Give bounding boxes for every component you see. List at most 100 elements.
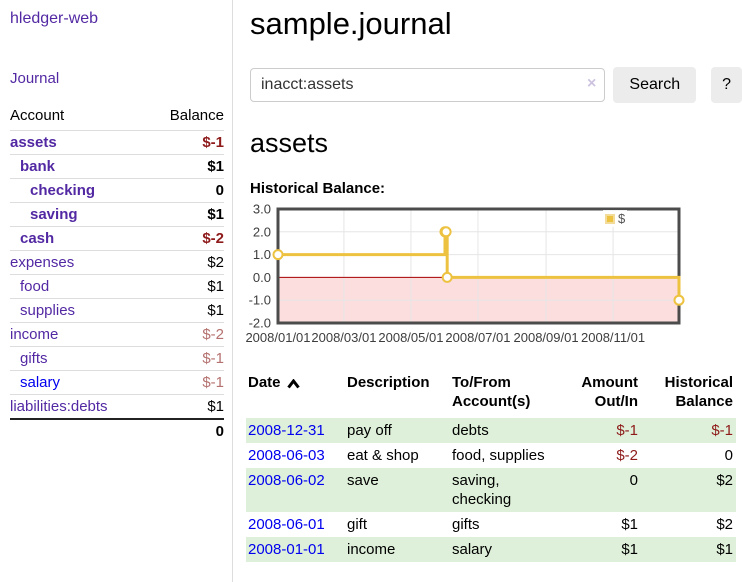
account-row: food $1: [10, 274, 224, 298]
transaction-accounts-cell: gifts: [452, 516, 480, 533]
account-row: liabilities:debts $1: [10, 394, 224, 418]
transaction-row: 2008-06-01 gift gifts $1 $2: [246, 512, 736, 537]
account-balance: $1: [207, 278, 224, 295]
help-button[interactable]: ?: [711, 67, 742, 103]
x-axis-tick-label: 2008/01/01: [245, 330, 310, 345]
chart-data-point: [440, 226, 452, 238]
account-balance: $1: [207, 206, 224, 223]
transaction-amount-cell: $1: [621, 516, 638, 533]
register-header-accounts: To/From Account(s): [452, 374, 531, 410]
account-balance: $-2: [202, 326, 224, 343]
register-header-description: Description: [347, 374, 430, 391]
transaction-date-link[interactable]: 2008-06-03: [248, 447, 325, 464]
register-header-amount: Amount Out/In: [581, 374, 638, 410]
account-balance: $-1: [202, 350, 224, 367]
app-title-link[interactable]: hledger-web: [10, 10, 99, 27]
account-row: bank $1: [10, 154, 224, 178]
account-row: salary $-1: [10, 370, 224, 394]
y-axis-tick-label: -2.0: [249, 316, 271, 331]
register-header-balance: Historical Balance: [664, 374, 733, 410]
register-table: Date Description To/From Account(s) Amou…: [246, 371, 736, 562]
search-row: × Search ?: [250, 67, 742, 103]
chart-legend: $: [603, 210, 628, 227]
legend-label: $: [618, 211, 626, 226]
accounts-total-row: 0: [10, 418, 224, 443]
transaction-date-cell: 2008-12-31: [246, 418, 345, 443]
transaction-date-cell: 2008-06-01: [246, 512, 345, 537]
transaction-date-link[interactable]: 2008-12-31: [248, 422, 325, 439]
account-row: assets $-1: [10, 130, 224, 154]
account-link-food[interactable]: food: [20, 278, 50, 295]
account-balance: $1: [207, 302, 224, 319]
transaction-row: 2008-01-01 income salary $1 $1: [246, 537, 736, 562]
transaction-accounts-cell: salary: [452, 541, 493, 558]
transaction-date-link[interactable]: 2008-01-01: [248, 541, 325, 558]
y-axis-tick-label: 2.0: [253, 224, 271, 239]
account-link-bank[interactable]: bank: [20, 158, 56, 175]
account-link-gifts[interactable]: gifts: [20, 350, 48, 367]
main-content: sample.journal × Search ? assets Histori…: [245, 0, 742, 562]
transaction-date-cell: 2008-01-01: [246, 537, 345, 562]
account-link-expenses[interactable]: expenses: [10, 254, 75, 271]
x-axis-tick-label: 2008/07/01: [445, 330, 510, 345]
sidebar-item-journal[interactable]: Journal: [10, 70, 60, 87]
transaction-row: 2008-12-31 pay off debts $-1 $-1: [246, 418, 736, 443]
accounts-header-account: Account: [10, 107, 65, 124]
transaction-amount-cell: 0: [629, 472, 638, 489]
account-heading: assets: [250, 128, 329, 158]
transaction-date-link[interactable]: 2008-06-01: [248, 516, 325, 533]
historical-balance-chart: 3.0 2.0 1.0 0.0 -1.0 -2.0 2008/01/01 2008/03/01…: [244, 203, 688, 355]
y-axis-tick-label: 3.0: [253, 203, 271, 217]
account-link-checking[interactable]: checking: [30, 182, 96, 199]
accounts-header-balance: Balance: [169, 107, 224, 124]
register-header-row: Date Description To/From Account(s) Amou…: [246, 371, 736, 418]
transaction-balance-cell: $2: [716, 516, 733, 533]
transaction-accounts-cell: saving, checking: [452, 472, 512, 508]
transaction-amount-cell: $-1: [616, 422, 638, 439]
chart-data-point: [441, 271, 453, 283]
account-link-salary[interactable]: salary: [20, 374, 61, 391]
transaction-amount-cell: $-2: [616, 447, 638, 464]
page-title: sample.journal: [250, 6, 452, 41]
transaction-balance-cell: $-1: [711, 422, 733, 439]
chart-data-point: [272, 249, 284, 261]
clear-search-icon[interactable]: ×: [587, 75, 597, 92]
account-link-saving[interactable]: saving: [30, 206, 78, 223]
transaction-balance-cell: $2: [716, 472, 733, 489]
account-balance: $-1: [202, 134, 224, 151]
account-link-liabilities-debts[interactable]: liabilities:debts: [10, 398, 108, 415]
y-axis-tick-label: 0.0: [253, 270, 271, 285]
account-row: saving $1: [10, 202, 224, 226]
x-axis-tick-label: 2008/11/01: [581, 330, 645, 345]
chart-title: Historical Balance:: [250, 180, 386, 197]
account-balance: $1: [207, 398, 224, 415]
transaction-row: 2008-06-02 save saving, checking 0 $2: [246, 468, 736, 512]
y-axis-tick-label: 1.0: [253, 247, 271, 262]
register-header-date[interactable]: Date: [246, 371, 345, 418]
search-box: ×: [250, 68, 606, 102]
account-row: cash $-2: [10, 226, 224, 250]
transaction-balance-cell: 0: [724, 447, 733, 464]
account-link-assets[interactable]: assets: [10, 134, 57, 151]
accounts-table-header: Account Balance: [10, 103, 224, 130]
transaction-description-cell: save: [347, 472, 379, 489]
account-row: gifts $-1: [10, 346, 224, 370]
account-link-income[interactable]: income: [10, 326, 59, 343]
transaction-balance-cell: $1: [716, 541, 733, 558]
search-input[interactable]: [250, 68, 606, 102]
transaction-description-cell: gift: [347, 516, 368, 533]
transaction-row: 2008-06-03 eat & shop food, supplies $-2 0: [246, 443, 736, 468]
account-link-supplies[interactable]: supplies: [20, 302, 76, 319]
accounts-table: Account Balance assets $-1 bank $1 checking 0…: [10, 103, 224, 443]
account-balance: $-1: [202, 374, 224, 391]
transaction-date-link[interactable]: 2008-06-02: [248, 472, 325, 489]
accounts-total-value: 0: [215, 423, 224, 440]
transaction-date-cell: 2008-06-02: [246, 468, 345, 512]
transaction-description-cell: pay off: [347, 422, 392, 439]
account-row: checking 0: [10, 178, 224, 202]
legend-swatch: [605, 213, 615, 224]
account-row: supplies $1: [10, 298, 224, 322]
account-link-cash[interactable]: cash: [20, 230, 55, 247]
search-button[interactable]: Search: [613, 67, 697, 103]
